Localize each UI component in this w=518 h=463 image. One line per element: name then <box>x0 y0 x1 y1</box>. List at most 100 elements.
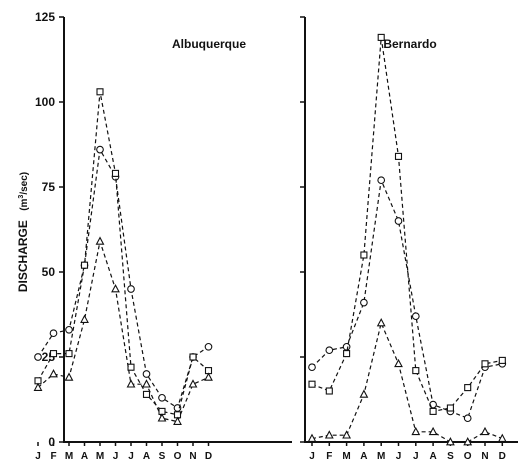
data-point-square <box>49 350 58 358</box>
data-point-square <box>111 169 120 177</box>
data-point-circle <box>142 370 151 378</box>
x-tick-label: M <box>342 451 350 462</box>
data-point-circle <box>204 342 213 351</box>
data-point-square <box>189 353 197 361</box>
x-tick-label: S <box>447 451 454 462</box>
data-point-square <box>325 387 333 395</box>
x-tick-label: F <box>50 451 56 462</box>
data-point-triangle <box>497 433 507 442</box>
data-point-triangle <box>428 426 438 436</box>
x-tick-label: D <box>499 451 506 462</box>
data-point-circle <box>49 329 58 338</box>
data-point-circle <box>394 217 403 225</box>
panel-title-0: Albuquerque <box>172 37 246 51</box>
data-point-triangle <box>342 430 352 439</box>
x-tick-label: M <box>96 451 104 462</box>
series-line-square <box>311 37 503 413</box>
data-point-square <box>464 384 472 392</box>
data-point-triangle <box>142 379 151 388</box>
x-tick-label: A <box>81 451 88 462</box>
data-point-circle <box>377 176 386 185</box>
x-tick-label: S <box>159 451 166 462</box>
x-tick-label: N <box>189 451 196 462</box>
data-point-circle <box>127 285 135 293</box>
data-point-square <box>429 407 437 415</box>
data-point-triangle <box>324 430 334 439</box>
data-point-square <box>360 251 368 259</box>
data-point-square <box>481 360 489 368</box>
data-point-square <box>127 363 135 371</box>
series-line-circle <box>311 177 503 419</box>
x-tick-label: N <box>481 451 488 462</box>
data-point-circle <box>158 393 166 402</box>
x-tick-label: F <box>326 451 332 462</box>
data-point-triangle <box>394 358 403 368</box>
x-tick-label: J <box>309 451 315 462</box>
data-point-triangle <box>307 433 317 442</box>
data-point-square <box>142 390 151 398</box>
x-tick-label: O <box>174 451 182 462</box>
data-point-triangle <box>157 413 167 422</box>
data-point-square <box>394 152 403 160</box>
data-point-triangle <box>126 379 136 388</box>
data-point-triangle <box>173 416 182 425</box>
data-point-triangle <box>463 437 473 446</box>
y-tick-label: 50 <box>42 265 56 279</box>
data-point-circle <box>96 145 104 154</box>
data-point-square <box>498 356 506 364</box>
x-tick-label: M <box>65 451 73 462</box>
data-point-circle <box>411 312 420 321</box>
data-point-square <box>96 88 104 96</box>
data-point-triangle <box>64 372 74 381</box>
data-point-square <box>65 350 73 358</box>
data-point-circle <box>360 298 368 307</box>
data-point-square <box>446 404 454 412</box>
y-tick-label: 125 <box>35 10 55 24</box>
series-line-triangle <box>37 239 209 423</box>
axis-frame-0 <box>63 17 292 443</box>
x-tick-label: J <box>413 451 419 462</box>
data-point-square <box>412 367 420 375</box>
series-line-triangle <box>311 321 503 443</box>
data-point-triangle <box>480 426 490 436</box>
x-tick-label: O <box>464 451 472 462</box>
data-point-circle <box>34 353 42 361</box>
axis-frame-1 <box>304 17 518 443</box>
data-point-triangle <box>376 318 386 327</box>
x-tick-label: A <box>429 451 436 462</box>
x-tick-label: D <box>205 451 212 462</box>
y-tick-label: 0 <box>48 435 55 449</box>
panel-title-1: Bernardo <box>383 37 436 51</box>
x-tick-label: J <box>128 451 134 462</box>
data-point-triangle <box>95 236 105 245</box>
x-tick-label: A <box>360 451 367 462</box>
y-axis-label: DISCHARGE (m3/sec) <box>16 172 30 292</box>
data-point-triangle <box>33 382 43 391</box>
x-tick-label: J <box>35 451 41 462</box>
x-tick-label: A <box>143 451 150 462</box>
y-tick-label: 100 <box>35 95 55 109</box>
data-point-square <box>308 380 316 388</box>
data-point-circle <box>325 346 334 355</box>
data-point-triangle <box>445 437 455 446</box>
y-tick-label: 75 <box>42 180 56 194</box>
x-tick-label: M <box>377 451 385 462</box>
data-point-circle <box>65 325 73 334</box>
data-point-square <box>343 350 351 358</box>
data-point-triangle <box>411 426 421 436</box>
data-point-triangle <box>111 284 120 293</box>
x-tick-label: J <box>396 451 402 462</box>
series-line-circle <box>37 147 209 409</box>
x-tick-label: J <box>113 451 119 462</box>
data-point-circle <box>463 414 472 423</box>
data-point-triangle <box>49 369 58 378</box>
data-point-triangle <box>359 389 369 398</box>
data-point-square <box>377 33 385 41</box>
data-point-triangle <box>188 379 198 388</box>
data-point-circle <box>308 363 316 372</box>
data-point-triangle <box>80 314 89 323</box>
